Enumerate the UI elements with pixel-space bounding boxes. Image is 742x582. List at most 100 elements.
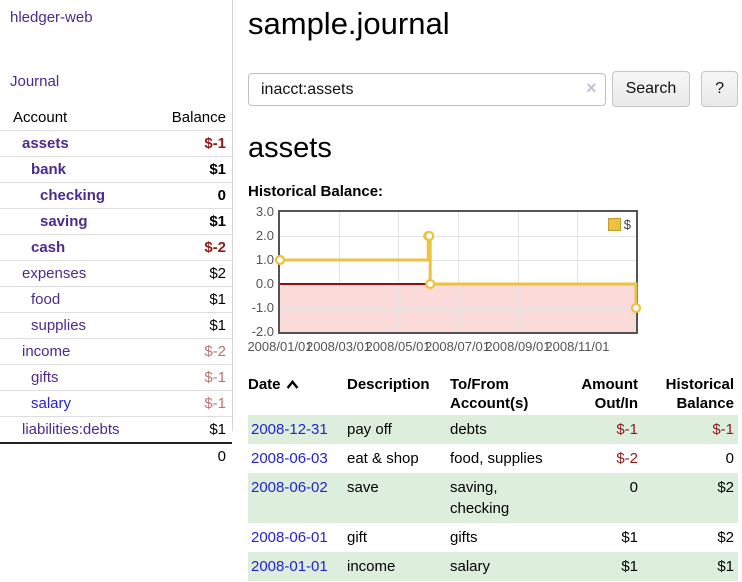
- main-content: sample.journal × Search ? assets Histori…: [247, 0, 738, 581]
- gridline: [339, 212, 340, 332]
- account-row: assets $-1: [0, 130, 232, 157]
- register-description: save: [347, 479, 379, 496]
- x-tick-label: 2008/05/01: [365, 339, 431, 354]
- register-balance: $-1: [712, 421, 734, 438]
- register-amount: 0: [629, 479, 638, 496]
- register-date-link[interactable]: 2008-01-01: [251, 558, 328, 575]
- register-row: 2008-06-03 eat & shop food, supplies $-2…: [248, 444, 738, 473]
- x-tick-label: 2008/11/01: [545, 339, 610, 354]
- register-accounts: saving, checking: [450, 479, 510, 517]
- account-link[interactable]: cash: [31, 239, 66, 256]
- historical-balance-chart: $ 3.0 2.0 1.0 0.0 -1.0 -2.0 2008/01/01 2008/03…: [247, 205, 738, 358]
- register-amount: $1: [621, 529, 638, 546]
- account-balance: $1: [154, 208, 232, 235]
- account-row: income $-2: [0, 338, 232, 365]
- y-tick-label: -1.0: [251, 300, 274, 315]
- register-date-link[interactable]: 2008-12-31: [251, 421, 328, 438]
- account-row: cash $-2: [0, 234, 232, 261]
- x-tick-label: 2008/01/01: [247, 339, 313, 354]
- data-point-marker: [424, 230, 435, 242]
- account-row: gifts $-1: [0, 364, 232, 391]
- x-tick-label: 2008/09/01: [485, 339, 551, 354]
- account-row: bank $1: [0, 156, 232, 183]
- register-header-accounts: To/From Account(s): [450, 376, 529, 412]
- register-amount: $-1: [616, 421, 638, 438]
- legend-label: $: [623, 217, 631, 232]
- register-accounts: debts: [450, 421, 487, 438]
- register-header-date[interactable]: Date: [248, 373, 347, 415]
- account-row: saving $1: [0, 208, 232, 235]
- account-balance: $-1: [154, 364, 232, 391]
- search-form: × Search ?: [248, 71, 738, 107]
- y-tick-label: 0.0: [255, 276, 274, 291]
- register-amount: $-2: [616, 450, 638, 467]
- register-date-link[interactable]: 2008-06-02: [251, 479, 328, 496]
- y-tick-label: -2.0: [251, 324, 274, 339]
- accounts-table: Account Balance assets $-1 bank $1 check…: [0, 105, 232, 469]
- register-date-link[interactable]: 2008-06-03: [251, 450, 328, 467]
- account-balance: $-1: [154, 130, 232, 157]
- x-tick-label: 2008/07/01: [424, 339, 491, 354]
- data-point-marker: [425, 278, 436, 290]
- register-table: Date Description To/From Account(s) Amoun…: [248, 373, 738, 581]
- legend-swatch-icon: [607, 218, 621, 231]
- account-link[interactable]: assets: [22, 135, 69, 152]
- account-balance: $1: [154, 416, 232, 443]
- accounts-total-spacer: [0, 442, 155, 469]
- account-link[interactable]: saving: [40, 213, 88, 230]
- register-accounts: salary: [450, 558, 491, 575]
- account-balance: $1: [154, 312, 232, 339]
- accounts-total-value: 0: [154, 442, 232, 469]
- page-title: sample.journal: [248, 6, 450, 41]
- chart-heading: Historical Balance:: [248, 183, 384, 200]
- register-accounts: gifts: [450, 529, 478, 546]
- account-row: supplies $1: [0, 312, 232, 339]
- account-link[interactable]: gifts: [31, 369, 59, 386]
- search-button[interactable]: Search: [611, 71, 691, 107]
- sidebar-item-journal[interactable]: Journal: [10, 73, 60, 90]
- account-balance: $-1: [154, 390, 232, 417]
- chart-plot: $: [274, 210, 642, 334]
- account-link[interactable]: salary: [31, 395, 72, 412]
- account-link[interactable]: checking: [40, 187, 106, 204]
- register-balance: $2: [717, 529, 734, 546]
- account-balance: $2: [154, 260, 232, 287]
- accounts-header-account: Account: [13, 109, 68, 126]
- clear-search-icon[interactable]: ×: [586, 78, 597, 98]
- register-row: 2008-12-31 pay off debts $-1 $-1: [248, 415, 738, 444]
- y-tick-label: 1.0: [255, 252, 274, 267]
- account-link[interactable]: expenses: [22, 265, 87, 282]
- account-link[interactable]: income: [22, 343, 71, 360]
- account-link[interactable]: supplies: [31, 317, 87, 334]
- account-heading: assets: [248, 132, 332, 164]
- account-row: liabilities:debts $1: [0, 416, 232, 443]
- data-point-marker: [274, 254, 286, 266]
- gridline: [518, 212, 519, 332]
- search-input[interactable]: [248, 73, 606, 106]
- accounts-table-body: assets $-1 bank $1 checking 0 saving $1 …: [0, 130, 232, 443]
- register-amount: $1: [621, 558, 638, 575]
- register-description: income: [347, 558, 396, 575]
- register-description: pay off: [347, 421, 392, 438]
- y-tick-label: 3.0: [255, 204, 274, 219]
- register-description: gift: [347, 529, 368, 546]
- gridline: [458, 212, 459, 332]
- account-link[interactable]: liabilities:debts: [22, 421, 120, 438]
- register-header-amount: Amount Out/In: [581, 376, 638, 412]
- account-row: checking 0: [0, 182, 232, 209]
- register-row: 2008-01-01 income salary $1 $1: [248, 552, 738, 581]
- account-link[interactable]: food: [31, 291, 61, 308]
- help-button[interactable]: ?: [701, 71, 738, 107]
- register-balance: 0: [725, 450, 734, 467]
- account-balance: 0: [154, 182, 232, 209]
- account-balance: $-2: [154, 338, 232, 365]
- register-row: 2008-06-01 gift gifts $1 $2: [248, 523, 738, 552]
- account-row: salary $-1: [0, 390, 232, 417]
- brand-link[interactable]: hledger-web: [10, 9, 93, 26]
- sidebar: hledger-web Journal Account Balance asse…: [0, 0, 233, 469]
- account-link[interactable]: bank: [31, 161, 67, 178]
- register-description: eat & shop: [347, 450, 419, 467]
- register-date-link[interactable]: 2008-06-01: [251, 529, 328, 546]
- data-point-marker: [630, 302, 642, 314]
- caret-up-icon: [286, 376, 299, 395]
